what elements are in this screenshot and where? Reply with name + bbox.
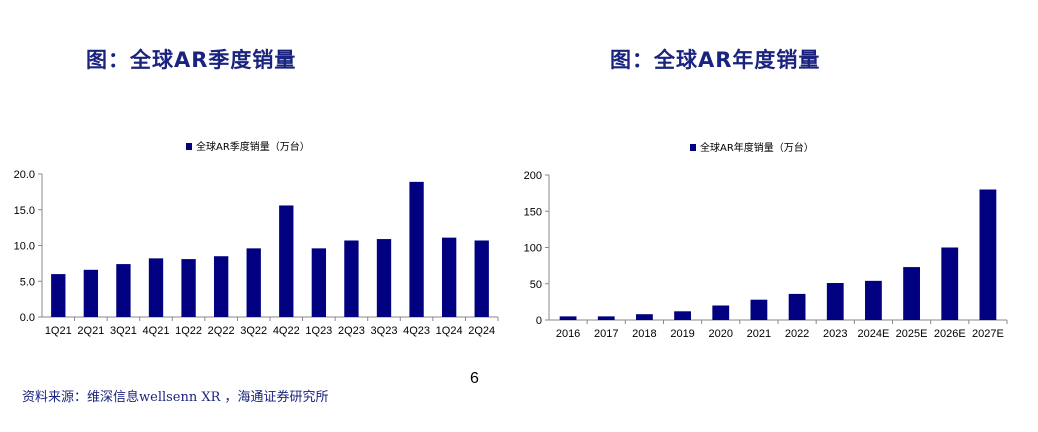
bar — [597, 316, 615, 320]
bar — [311, 248, 327, 317]
bar — [712, 305, 730, 320]
source-note: 资料来源：维深信息wellsenn XR ，海通证券研究所 — [22, 390, 329, 405]
x-tick-label: 2022 — [785, 328, 809, 340]
bar — [750, 299, 768, 320]
bar — [213, 256, 229, 317]
x-tick-label: 2018 — [632, 328, 656, 340]
y-tick-label: 15.0 — [14, 205, 35, 217]
x-tick-label: 2026E — [934, 328, 966, 340]
x-tick-label: 1Q23 — [305, 325, 332, 337]
x-tick-label: 2Q21 — [77, 325, 104, 337]
y-tick-label: 0 — [536, 315, 542, 327]
x-tick-label: 1Q21 — [45, 325, 72, 337]
x-tick-label: 2Q24 — [468, 325, 495, 337]
bar — [788, 293, 806, 320]
bar — [51, 274, 66, 317]
x-tick-label: 2025E — [896, 328, 928, 340]
quarterly-bar-chart: 全球AR季度销量（万台） 0.0 5.0 10.0 15.0 20.0 1Q21 2Q21 3Q… — [14, 140, 499, 337]
page-number: 6 — [470, 370, 479, 387]
legend-label: 全球AR年度销量（万台） — [700, 141, 814, 154]
y-tick-label: 150 — [524, 206, 542, 218]
legend-swatch — [690, 144, 696, 151]
x-tick-label: 3Q21 — [110, 325, 137, 337]
bar — [559, 316, 577, 320]
bar — [83, 269, 99, 317]
x-tick-label: 2Q22 — [208, 325, 235, 337]
y-tick-label: 10.0 — [14, 241, 35, 253]
bar — [246, 248, 261, 317]
x-tick-label: 2020 — [709, 328, 733, 340]
legend-swatch — [186, 143, 192, 150]
x-tick-label: 3Q23 — [371, 325, 398, 337]
x-tick-label: 2019 — [670, 328, 694, 340]
x-tick-label: 2016 — [556, 328, 580, 340]
x-tick-label: 1Q22 — [175, 325, 202, 337]
bar — [279, 205, 294, 317]
bar — [674, 311, 691, 320]
bar — [903, 267, 920, 320]
x-tick-label: 3Q22 — [240, 325, 267, 337]
bar — [344, 240, 359, 317]
x-tick-label: 4Q22 — [273, 325, 300, 337]
bar — [979, 189, 997, 320]
x-tick-label: 4Q23 — [403, 325, 430, 337]
x-tick-label: 2024E — [858, 328, 890, 340]
bar — [409, 181, 424, 317]
y-tick-label: 5.0 — [20, 276, 35, 288]
bar — [376, 239, 392, 317]
y-tick-label: 100 — [524, 243, 542, 255]
annual-bar-chart: 全球AR年度销量（万台） 0 50 100 150 200 2016 2017 2018 2019… — [524, 141, 1008, 340]
x-tick-label: 1Q24 — [436, 325, 463, 337]
legend-label: 全球AR季度销量（万台） — [196, 140, 310, 153]
x-tick-label: 2Q23 — [338, 325, 365, 337]
y-tick-label: 200 — [524, 170, 542, 182]
y-tick-label: 20.0 — [14, 169, 35, 181]
bar — [636, 314, 653, 320]
bar — [941, 247, 959, 320]
bar — [865, 280, 882, 320]
x-tick-label: 2027E — [972, 328, 1004, 340]
bar — [181, 259, 196, 317]
bar — [441, 237, 457, 317]
y-tick-label: 50 — [530, 279, 542, 291]
x-tick-label: 2021 — [747, 328, 771, 340]
x-tick-label: 2017 — [594, 328, 618, 340]
bar — [116, 264, 131, 317]
bar — [148, 258, 164, 317]
x-tick-label: 2023 — [823, 328, 847, 340]
chart-title-quarterly: 图：全球AR季度销量 — [86, 48, 297, 72]
bar — [826, 283, 844, 320]
y-tick-label: 0.0 — [20, 312, 35, 324]
bar — [474, 240, 489, 317]
x-tick-label: 4Q21 — [143, 325, 170, 337]
chart-title-annual: 图：全球AR年度销量 — [610, 48, 821, 72]
